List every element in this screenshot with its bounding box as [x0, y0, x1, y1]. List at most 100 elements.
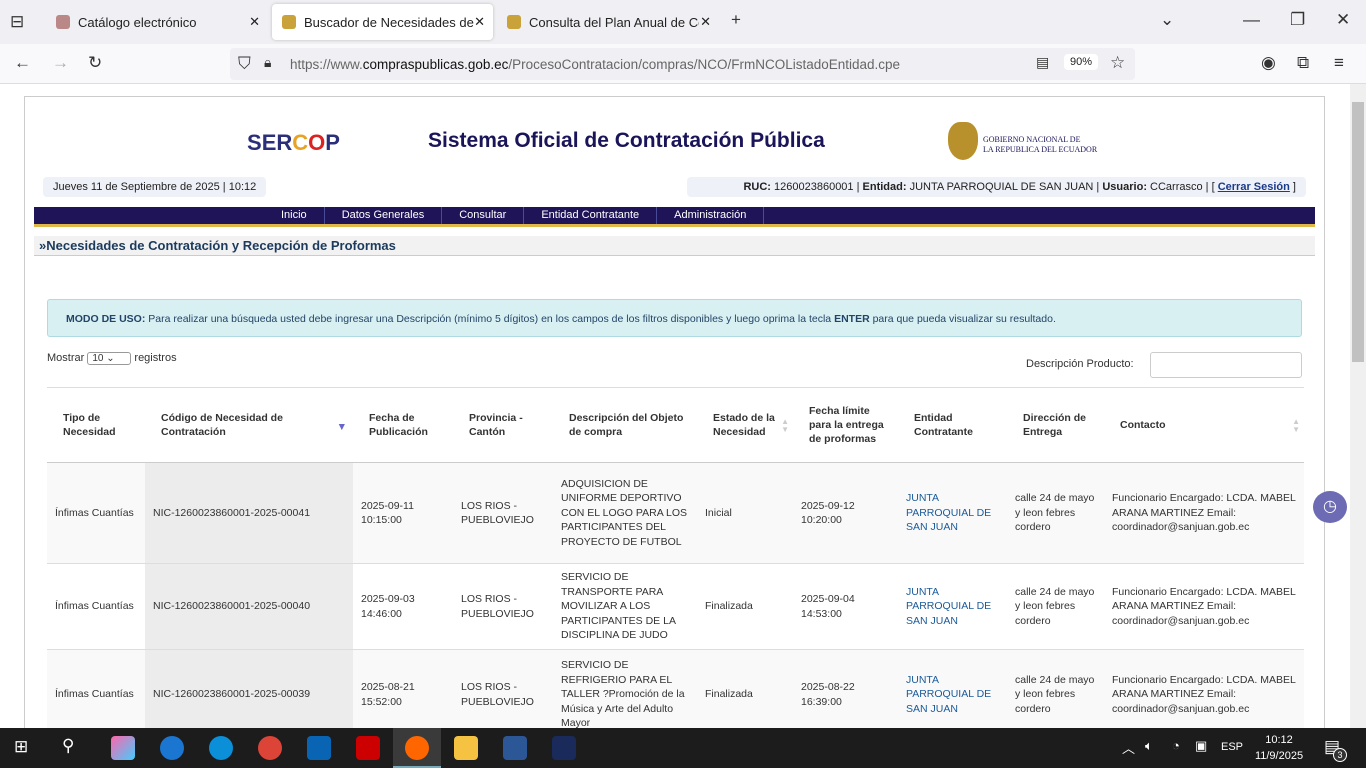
table-cell[interactable]: JUNTA PARROQUIAL DE SAN JUAN [898, 563, 1007, 650]
word-icon[interactable] [503, 736, 527, 760]
usage-info: MODO DE USO: Para realizar una búsqueda … [47, 299, 1302, 337]
accessibility-widget-icon[interactable]: ◷ [1313, 491, 1347, 523]
sort-icon[interactable]: ▲ ▼ [781, 417, 789, 434]
tab-consulta[interactable]: Consulta del Plan Anual de Con ✕ [497, 4, 719, 40]
column-header[interactable]: Provincia - Cantón [453, 387, 553, 463]
table-cell: Ínfimas Cuantías [47, 649, 145, 740]
table-cell: LOS RIOS - PUEBLOVIEJO [453, 462, 553, 564]
column-header[interactable]: Código de Necesidad de Contratación ▼ [145, 387, 353, 463]
site-title: Sistema Oficial de Contratación Pública [428, 129, 825, 152]
windows-start-icon[interactable]: ⊞ [14, 737, 29, 756]
table-cell: Finalizada [697, 649, 793, 740]
table-cell: SERVICIO DE REFRIGERIO PARA EL TALLER ?P… [553, 649, 697, 740]
language-indicator[interactable]: ESP [1221, 741, 1244, 753]
star-icon[interactable]: ☆ [1110, 53, 1126, 72]
table-cell: calle 24 de mayo y leon febres cordero [1007, 462, 1104, 564]
tab-label: Buscador de Necesidades de Co [304, 14, 474, 30]
column-header[interactable]: Contacto ▲ ▼ [1104, 387, 1304, 463]
user-info: RUC: 1260023860001 | Entidad: JUNTA PARR… [687, 177, 1306, 197]
column-header[interactable]: Tipo de Necesidad [47, 387, 145, 463]
column-header[interactable]: Fecha límite para la entrega de proforma… [793, 387, 898, 463]
search-icon[interactable]: ⚲ [62, 736, 75, 755]
ecuador-coat-of-arms [948, 122, 978, 160]
table-cell: 2025-09-03 14:46:00 [353, 563, 453, 650]
new-tab-icon[interactable]: + [731, 10, 741, 29]
shield-icon: ⛉ [238, 54, 251, 73]
table-cell: Funcionario Encargado: LCDA. MABEL ARANA… [1104, 462, 1304, 564]
menu-consultar[interactable]: Consultar [442, 207, 525, 224]
clock[interactable]: 10:12 11/9/2025 [1254, 734, 1304, 762]
ie-icon[interactable] [160, 736, 184, 760]
chevron-up-icon[interactable]: ︿ [1122, 741, 1136, 756]
forward-icon[interactable]: → [52, 53, 69, 72]
results-table: Tipo de Necesidad Código de Necesidad de … [47, 387, 1304, 740]
table-cell: LOS RIOS - PUEBLOVIEJO [453, 563, 553, 650]
minimize-icon[interactable]: — [1243, 10, 1260, 29]
close-icon[interactable]: ✕ [700, 14, 711, 29]
tab-label: Catálogo electrónico [78, 14, 197, 30]
extensions-icon[interactable]: ⧉ [1297, 53, 1310, 72]
acrobat-icon[interactable] [356, 736, 380, 760]
page-size-select[interactable]: 10 ⌄ [87, 352, 132, 365]
tab-label: Consulta del Plan Anual de Con [529, 14, 699, 30]
menu-administracion[interactable]: Administración [657, 207, 765, 224]
tab-buscador[interactable]: Buscador de Necesidades de Co✕ [272, 4, 493, 40]
table-cell: 2025-08-22 16:39:00 [793, 649, 898, 740]
table-cell: NIC-1260023860001-2025-00041 [145, 462, 353, 564]
search-input[interactable] [1150, 352, 1302, 378]
column-header[interactable]: Entidad Contratante [898, 387, 1007, 463]
table-cell: Inicial [697, 462, 793, 564]
restore-icon[interactable]: ❐ [1290, 10, 1306, 29]
lock-icon: 🔒︎ [264, 54, 272, 70]
chevron-down-icon[interactable]: ⌄ [1160, 10, 1175, 29]
column-header[interactable]: Fecha de Publicación [353, 387, 453, 463]
table-cell[interactable]: JUNTA PARROQUIAL DE SAN JUAN [898, 462, 1007, 564]
close-icon[interactable]: ✕ [249, 14, 260, 29]
table-cell: calle 24 de mayo y leon febres cordero [1007, 649, 1104, 740]
wifi-icon[interactable]: ◔ [1172, 738, 1180, 753]
reader-icon[interactable]: ▤ [1036, 54, 1050, 70]
sort-icon[interactable]: ▲ ▼ [1292, 417, 1300, 434]
table-cell: Finalizada [697, 563, 793, 650]
url-domain: compraspublicas.gob.ec [362, 56, 509, 72]
table-cell[interactable]: JUNTA PARROQUIAL DE SAN JUAN [898, 649, 1007, 740]
close-window-icon[interactable]: ✕ [1336, 10, 1351, 29]
sort-desc-icon[interactable]: ▼ [336, 421, 347, 433]
logout-link[interactable]: Cerrar Sesión [1217, 181, 1290, 193]
outlook-icon[interactable] [307, 736, 331, 760]
table-cell: Funcionario Encargado: LCDA. MABEL ARANA… [1104, 563, 1304, 650]
tab-catalogo[interactable]: Catálogo electrónico ✕ [46, 4, 268, 40]
tab-bar: ⊟ Catálogo electrónico ✕ Buscador de Nece… [0, 0, 1366, 44]
favicon [282, 15, 296, 29]
taskbar: ⊞ ⚲ ︿ 🔈︎ ◔ ▣ ESP 10:12 11/9/2025 ▤ 3 [0, 728, 1366, 768]
back-icon[interactable]: ← [14, 53, 31, 72]
reload-icon[interactable]: ↻ [88, 53, 103, 72]
table-row: Ínfimas Cuantías NIC-1260023860001-2025-0… [47, 649, 1304, 740]
copilot-icon[interactable] [111, 736, 135, 760]
close-icon[interactable]: ✕ [474, 14, 485, 29]
firefox-taskbar-button[interactable] [393, 728, 441, 768]
current-date: Jueves 11 de Septiembre de 2025 | 10:12 [43, 177, 267, 197]
account-icon[interactable]: ◉ [1261, 53, 1276, 72]
tab-list-icon[interactable]: ⊟ [10, 12, 25, 31]
file-explorer-icon[interactable] [454, 736, 478, 760]
menu-datos-generales[interactable]: Datos Generales [325, 207, 443, 224]
menu-icon[interactable]: ≡ [1334, 53, 1344, 72]
page-size-control: Mostrar 10 ⌄ registros [47, 352, 177, 365]
zoom-level[interactable]: 90% [1064, 54, 1099, 70]
app-icon[interactable] [552, 736, 576, 760]
scrollbar-thumb[interactable] [1352, 102, 1364, 362]
url-bar[interactable]: ⛉ 🔒︎ https://www.compraspublicas.gob.ec/… [230, 48, 1135, 80]
search-label: Descripción Producto: [1026, 358, 1134, 370]
menu-inicio[interactable]: Inicio [264, 207, 325, 224]
column-header[interactable]: Descripción del Objeto de compra [553, 387, 697, 463]
menu-entidad-contratante[interactable]: Entidad Contratante [524, 207, 658, 224]
column-header[interactable]: Dirección de Entrega [1007, 387, 1104, 463]
volume-icon[interactable]: 🔈︎ [1145, 738, 1153, 753]
column-header[interactable]: Estado de la Necesidad ▲ ▼ [697, 387, 793, 463]
nav-bar: ← → ↻ ⛉ 🔒︎ https://www.compraspublicas.g… [0, 44, 1366, 84]
camera-icon[interactable]: ▣ [1195, 738, 1208, 753]
table-cell: 2025-09-12 10:20:00 [793, 462, 898, 564]
edge-icon[interactable] [209, 736, 233, 760]
chrome-icon[interactable] [258, 736, 282, 760]
